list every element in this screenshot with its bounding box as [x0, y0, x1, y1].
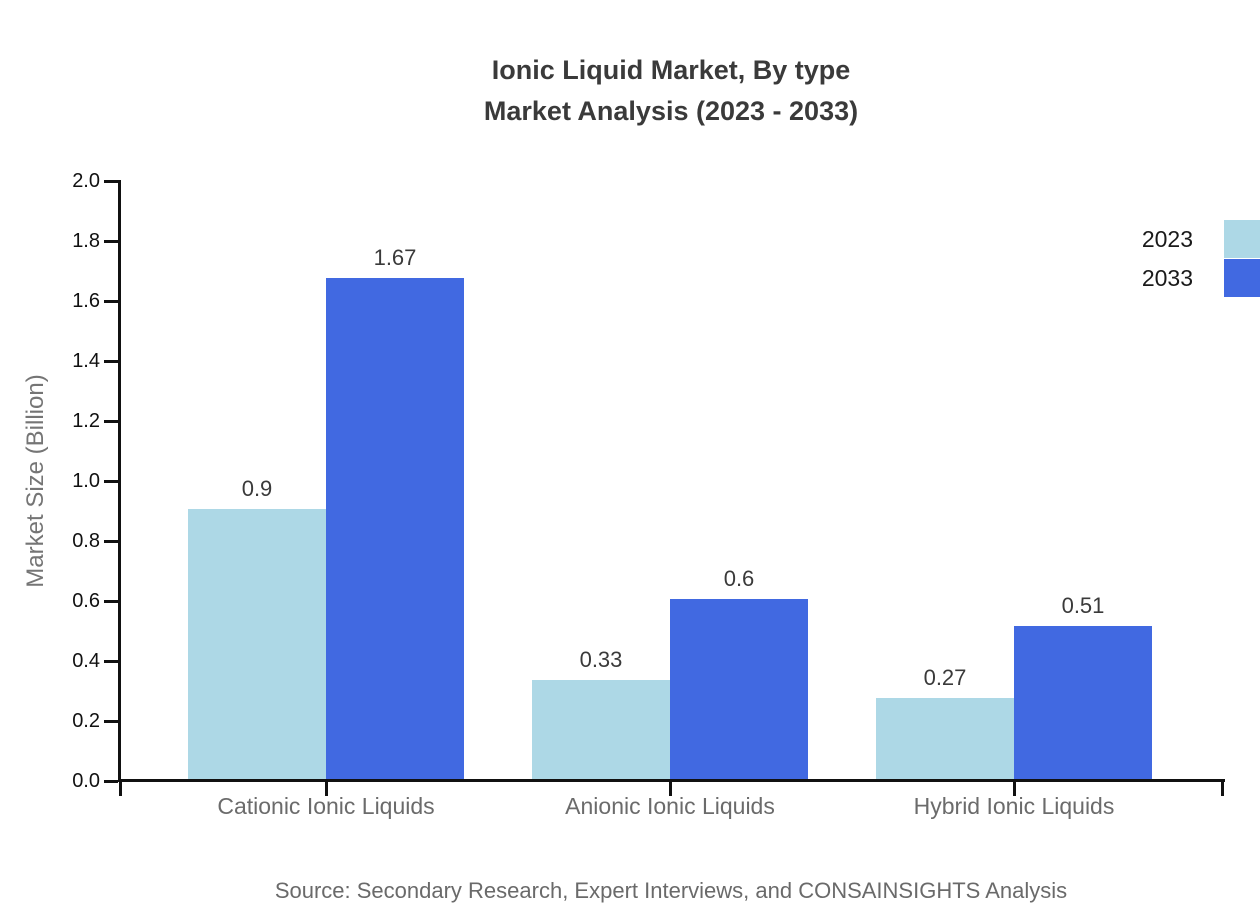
y-axis-line — [118, 180, 121, 782]
x-tick — [1220, 781, 1224, 796]
legend-swatch-2033 — [1224, 259, 1260, 297]
y-tick-label: 0.8 — [72, 530, 100, 552]
y-tick — [104, 539, 118, 543]
x-tick — [324, 781, 328, 796]
y-tick-label: 1.6 — [72, 290, 100, 312]
y-tick — [104, 299, 118, 303]
bar-value-label: 0.33 — [579, 647, 623, 672]
bar-2023-0 — [188, 509, 326, 779]
bar-value-label: 0.9 — [241, 476, 273, 501]
chart-title-line2: Market Analysis (2023 - 2033) — [483, 96, 859, 126]
y-tick-label: 1.4 — [72, 350, 100, 372]
bar-value-label: 0.51 — [1061, 593, 1105, 618]
x-tick — [1012, 781, 1016, 796]
bar-value-label: 1.67 — [373, 245, 417, 270]
chart-title-line1: Ionic Liquid Market, By type — [491, 55, 851, 85]
y-tick — [104, 479, 118, 483]
category-label: Cationic Ionic Liquids — [217, 793, 435, 819]
legend-label-2033: 2033 — [1141, 265, 1193, 291]
y-tick — [104, 359, 118, 363]
legend-label-2023: 2023 — [1141, 226, 1193, 252]
bar-value-label: 0.27 — [923, 665, 967, 690]
bar-value-label: 0.6 — [723, 566, 755, 591]
y-tick-label: 0.0 — [72, 770, 100, 792]
y-tick — [104, 659, 118, 663]
y-tick-label: 0.4 — [72, 650, 100, 672]
category-label: Hybrid Ionic Liquids — [913, 793, 1115, 819]
bar-2033-0 — [326, 278, 464, 779]
source-text: Source: Secondary Research, Expert Inter… — [274, 878, 1068, 903]
chart-title: Ionic Liquid Market, By type Market Anal… — [120, 50, 1222, 132]
legend-swatch-2023 — [1224, 220, 1260, 258]
y-tick-label: 1.0 — [72, 470, 100, 492]
y-tick — [104, 599, 118, 603]
x-axis-line — [118, 779, 1225, 782]
y-tick — [104, 779, 118, 783]
y-tick — [104, 239, 118, 243]
y-tick — [104, 419, 118, 423]
x-tick — [118, 781, 122, 796]
y-tick — [104, 179, 118, 183]
y-tick-label: 1.2 — [72, 410, 100, 432]
bar-2033-1 — [670, 599, 808, 779]
bar-2023-1 — [532, 680, 670, 779]
y-tick-label: 0.6 — [72, 590, 100, 612]
category-label: Anionic Ionic Liquids — [565, 793, 775, 819]
bar-2023-2 — [876, 698, 1014, 779]
x-tick — [668, 781, 672, 796]
y-tick-label: 1.8 — [72, 230, 100, 252]
y-tick — [104, 719, 118, 723]
bar-2033-2 — [1014, 626, 1152, 779]
y-tick-label: 0.2 — [72, 710, 100, 732]
y-tick-label: 2.0 — [72, 170, 100, 192]
